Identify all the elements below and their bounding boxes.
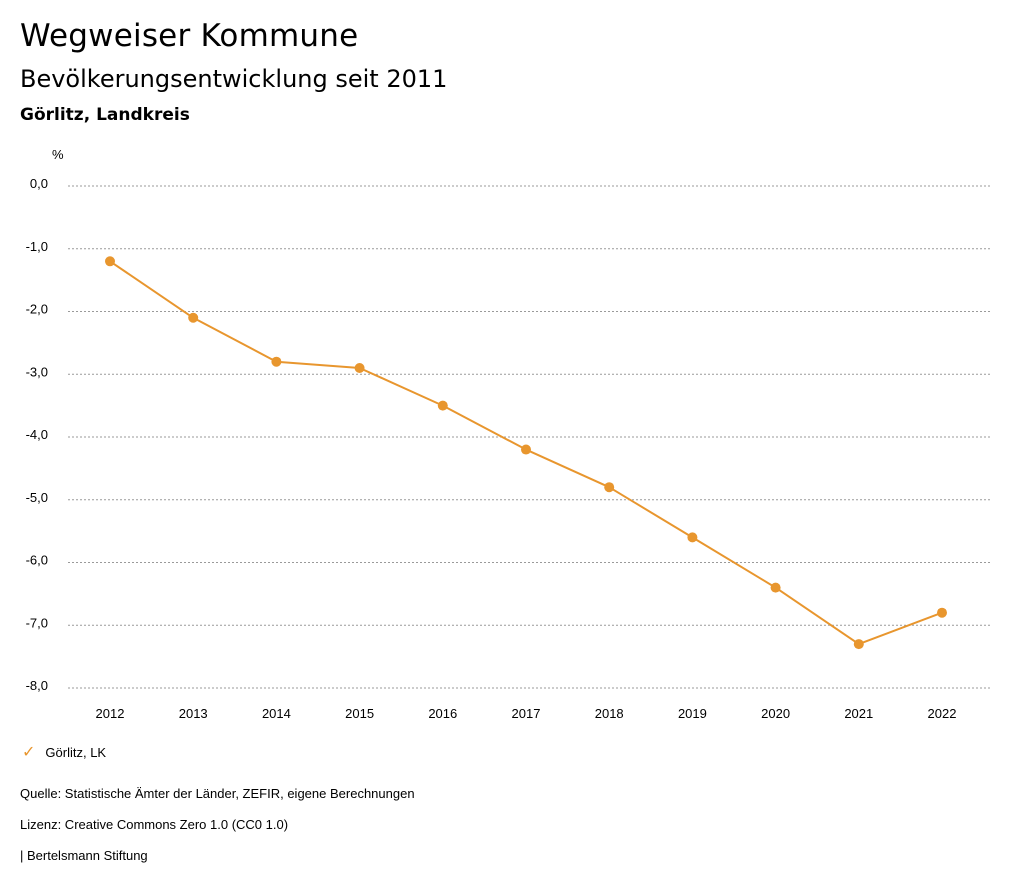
x-tick-label: 2013 bbox=[179, 706, 208, 721]
x-tick-label: 2022 bbox=[928, 706, 957, 721]
y-tick-label: -2,0 bbox=[26, 302, 48, 317]
y-tick-label: -5,0 bbox=[26, 490, 48, 505]
data-point bbox=[437, 400, 448, 411]
x-tick-label: 2014 bbox=[262, 706, 291, 721]
data-point bbox=[687, 532, 698, 543]
source-note: Quelle: Statistische Ämter der Länder, Z… bbox=[20, 786, 415, 801]
data-point bbox=[354, 362, 365, 373]
y-tick-label: -6,0 bbox=[26, 553, 48, 568]
license-note: Lizenz: Creative Commons Zero 1.0 (CC0 1… bbox=[20, 817, 289, 832]
y-tick-label: -3,0 bbox=[26, 364, 48, 379]
x-tick-label: 2017 bbox=[512, 706, 541, 721]
chart-title: Wegweiser Kommune bbox=[20, 18, 359, 54]
x-tick-label: 2020 bbox=[761, 706, 790, 721]
data-point bbox=[853, 639, 864, 650]
y-axis-label: % bbox=[52, 147, 64, 162]
x-tick-label: 2021 bbox=[844, 706, 873, 721]
line-chart: % 0,0 -1,0 -2,0 -3,0 -4,0 -5,0 -6,0 -7,0 -8,0 2012… bbox=[26, 147, 990, 721]
x-tick-label: 2015 bbox=[345, 706, 374, 721]
x-tick-label: 2012 bbox=[96, 706, 125, 721]
region-label: Görlitz, Landkreis bbox=[20, 105, 190, 125]
legend[interactable]: ✓ Görlitz, LK bbox=[22, 744, 106, 760]
data-point bbox=[271, 356, 282, 367]
chart-subtitle: Bevölkerungsentwicklung seit 2011 bbox=[20, 65, 448, 93]
publisher-note: | Bertelsmann Stiftung bbox=[20, 848, 148, 863]
check-icon: ✓ bbox=[22, 742, 36, 761]
data-point bbox=[937, 607, 947, 618]
legend-label: Görlitz, LK bbox=[45, 744, 107, 760]
y-tick-label: -4,0 bbox=[26, 427, 48, 442]
data-point bbox=[604, 482, 615, 493]
x-tick-label: 2019 bbox=[678, 706, 707, 721]
y-tick-label: -8,0 bbox=[26, 678, 48, 693]
data-point bbox=[770, 582, 781, 593]
y-tick-label: -1,0 bbox=[26, 239, 48, 254]
data-point bbox=[105, 256, 115, 267]
x-tick-label: 2018 bbox=[595, 706, 624, 721]
y-tick-label: 0,0 bbox=[30, 176, 48, 191]
data-point bbox=[188, 312, 199, 323]
y-tick-label: -7,0 bbox=[26, 615, 48, 630]
data-point bbox=[521, 444, 531, 455]
x-tick-label: 2016 bbox=[428, 706, 457, 721]
